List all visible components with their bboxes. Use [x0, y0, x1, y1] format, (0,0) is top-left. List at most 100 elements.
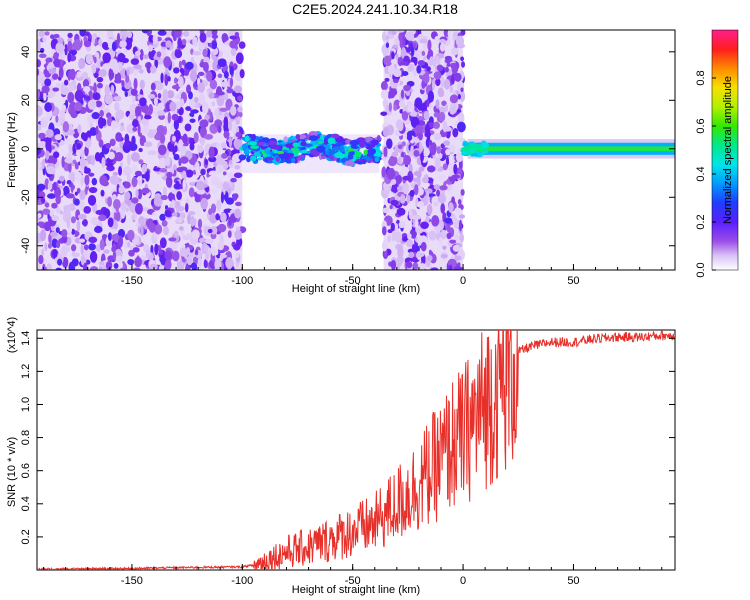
noise-blob — [179, 156, 189, 164]
noise-blob — [118, 185, 125, 194]
noise-blob — [449, 264, 453, 270]
noise-blob — [207, 228, 213, 234]
heatmap-x-tick-label: -50 — [345, 275, 361, 287]
noise-blob — [164, 250, 172, 261]
noise-blob — [174, 30, 182, 38]
noise-blob — [74, 198, 80, 206]
noise-blob — [189, 112, 194, 117]
noise-blob — [229, 77, 234, 88]
noise-blob — [60, 86, 70, 96]
noise-blob — [37, 221, 46, 227]
noise-blob — [433, 184, 441, 190]
noise-blob — [99, 239, 105, 251]
noise-blob — [180, 98, 185, 107]
band-blob — [463, 146, 469, 152]
noise-blob — [51, 215, 60, 222]
noise-blob — [211, 246, 216, 257]
noise-blob — [112, 171, 119, 176]
noise-blob — [421, 235, 426, 241]
noise-blob — [89, 250, 98, 263]
noise-blob — [438, 111, 446, 122]
noise-blob — [451, 47, 459, 56]
noise-blob — [394, 222, 399, 234]
noise-blob — [417, 120, 426, 126]
noise-blob — [67, 92, 75, 104]
noise-blob — [238, 41, 246, 49]
noise-blob — [227, 119, 233, 131]
noise-blob — [426, 66, 431, 72]
noise-blob — [71, 184, 75, 190]
noise-blob — [205, 238, 214, 244]
noise-blob — [41, 158, 45, 170]
noise-blob — [164, 210, 172, 218]
noise-blob — [112, 146, 121, 151]
noise-blob — [195, 180, 205, 191]
noise-blob — [221, 152, 228, 159]
noise-blob — [411, 215, 421, 220]
noise-blob — [437, 175, 447, 180]
heatmap-y-tick-label: -40 — [20, 238, 32, 254]
noise-blob — [119, 161, 124, 168]
noise-blob — [38, 132, 46, 139]
noise-blob — [237, 106, 243, 113]
noise-blob — [144, 114, 152, 120]
noise-blob — [451, 62, 458, 75]
noise-blob — [112, 194, 117, 201]
noise-blob — [430, 142, 437, 153]
noise-blob — [446, 232, 452, 240]
noise-blob — [444, 104, 449, 112]
noise-blob — [158, 114, 166, 120]
noise-blob — [159, 213, 166, 221]
noise-blob — [391, 151, 399, 157]
noise-blob — [387, 235, 392, 243]
noise-blob — [125, 75, 130, 83]
noise-blob — [416, 64, 422, 74]
noise-blob — [38, 254, 44, 265]
noise-blob — [215, 91, 225, 96]
heatmap-y-tick-label: 20 — [20, 94, 32, 106]
noise-blob — [449, 106, 456, 115]
noise-blob — [127, 153, 131, 166]
noise-blob — [394, 231, 403, 243]
noise-blob — [41, 266, 48, 270]
noise-blob — [234, 208, 242, 219]
noise-blob — [101, 41, 109, 50]
noise-blob — [43, 221, 52, 232]
noise-blob — [444, 217, 453, 224]
noise-blob — [431, 215, 440, 227]
band-blob — [266, 156, 274, 161]
noise-blob — [407, 233, 412, 240]
noise-blob — [388, 88, 398, 97]
heatmap-x-tick-label: 0 — [460, 275, 466, 287]
band-blob — [243, 149, 251, 155]
noise-blob — [188, 187, 195, 198]
noise-blob — [414, 218, 419, 229]
noise-blob — [76, 187, 81, 194]
band-blob — [241, 144, 249, 150]
noise-blob — [460, 56, 464, 62]
noise-blob — [133, 64, 142, 70]
noise-blob — [56, 240, 61, 249]
noise-blob — [164, 73, 169, 86]
noise-blob — [122, 166, 132, 176]
noise-blob — [163, 56, 172, 68]
noise-blob — [61, 104, 67, 111]
band-core-strong — [467, 146, 675, 152]
band-blob — [251, 133, 257, 141]
noise-blob — [113, 263, 119, 269]
noise-blob — [64, 157, 73, 164]
noise-blob — [132, 126, 138, 132]
band-blob — [283, 136, 289, 143]
noise-blob — [98, 261, 105, 266]
noise-blob — [411, 244, 416, 251]
noise-blob — [152, 106, 159, 118]
noise-blob — [423, 110, 430, 121]
noise-blob — [127, 259, 135, 266]
noise-blob — [453, 266, 463, 270]
noise-blob — [74, 191, 78, 196]
noise-blob — [105, 162, 114, 168]
noise-blob — [194, 100, 199, 109]
noise-blob — [134, 105, 142, 117]
noise-blob — [126, 123, 134, 134]
band-blob — [247, 141, 258, 146]
